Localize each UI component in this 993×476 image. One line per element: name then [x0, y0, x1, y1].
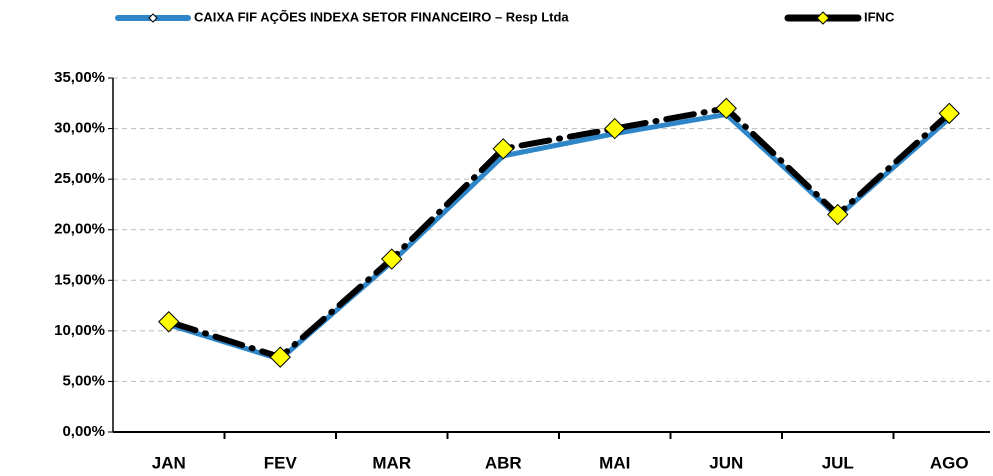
x-tick-label: ABR [485, 453, 522, 472]
x-tick-label: MAI [599, 453, 630, 472]
y-tick-label: 30,00% [54, 120, 105, 137]
point-marker [604, 117, 626, 140]
y-tick-label: 5,00% [62, 372, 105, 389]
point-marker [715, 97, 737, 120]
x-tick-label: AGO [930, 453, 969, 472]
line-series [165, 105, 953, 361]
y-tick-label: 15,00% [54, 271, 105, 288]
point-marker [269, 346, 291, 368]
legend-label: CAIXA FIF AÇÕES INDEXA SETOR FINANCEIRO … [194, 9, 569, 24]
y-tick-label: 20,00% [54, 221, 105, 238]
x-tick-label: JUL [822, 453, 854, 472]
y-tick-label: 35,00% [54, 69, 105, 86]
point-marker [158, 311, 180, 333]
point-marker [938, 102, 960, 125]
point-marker [381, 248, 403, 270]
x-tick-label: JUN [709, 453, 743, 472]
y-tick-label: 10,00% [54, 322, 105, 339]
x-tick-label: MAR [372, 453, 411, 472]
y-tick-label: 25,00% [54, 170, 105, 187]
legend-marker [148, 13, 158, 23]
legend-marker [816, 11, 830, 25]
line-series [166, 111, 952, 362]
point-marker [492, 138, 514, 160]
point-marker [827, 203, 849, 226]
x-tick-label: FEV [264, 453, 298, 472]
legend-label: IFNC [864, 9, 895, 24]
x-tick-label: JAN [152, 453, 186, 472]
y-tick-label: 0,00% [62, 423, 105, 440]
